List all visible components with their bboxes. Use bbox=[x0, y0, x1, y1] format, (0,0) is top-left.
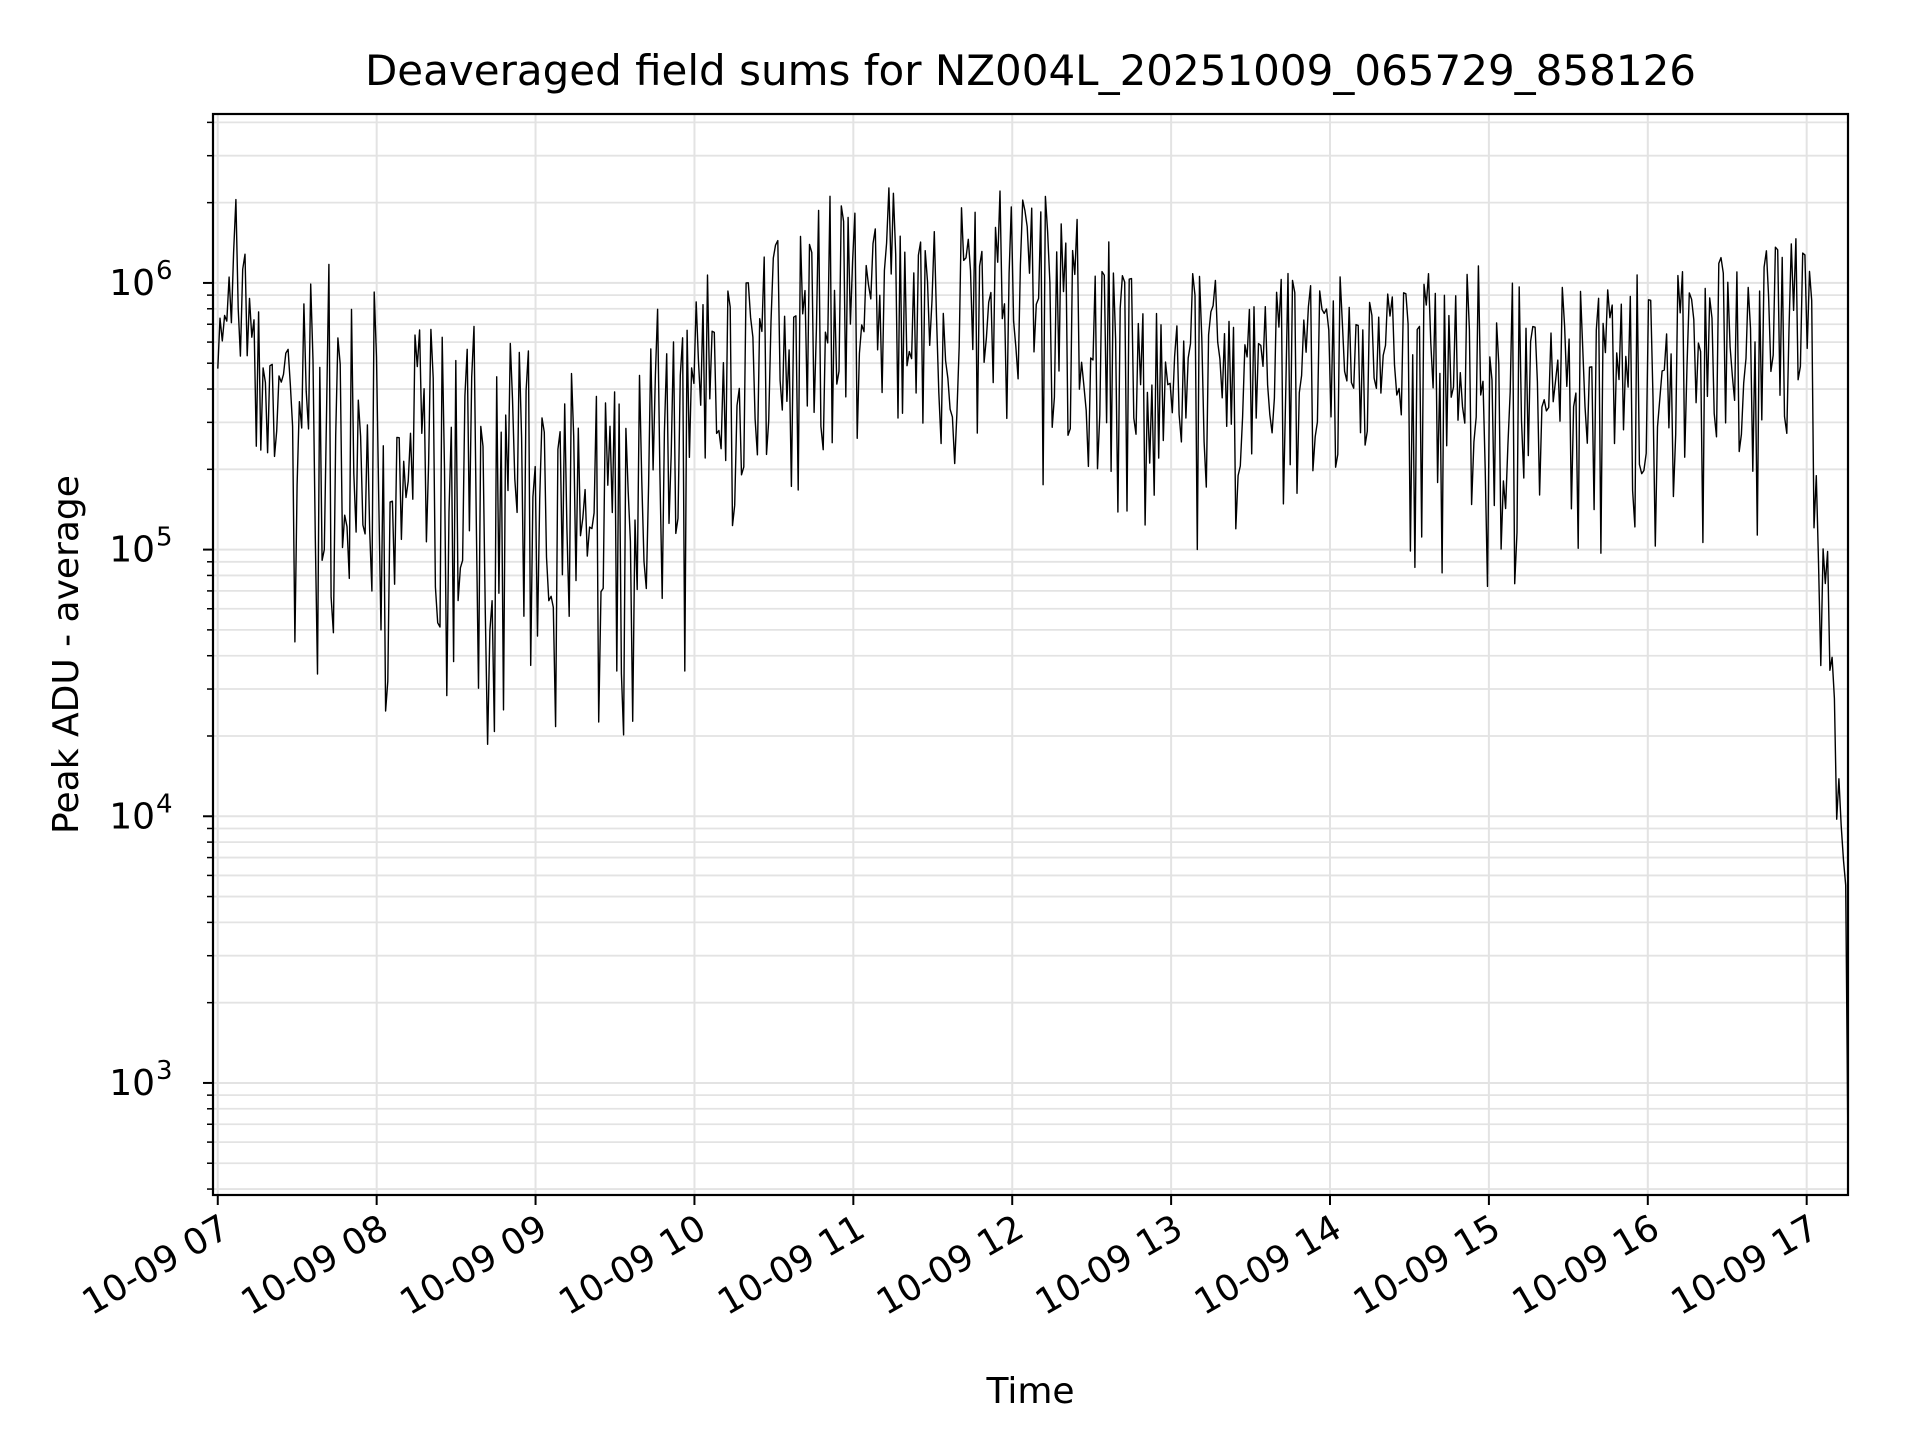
y-tick-label: 10 bbox=[109, 263, 155, 304]
chart-title: Deaveraged field sums for NZ004L_2025100… bbox=[365, 46, 1696, 95]
y-tick-base: 10 bbox=[109, 796, 155, 837]
y-tick-base: 10 bbox=[109, 530, 155, 571]
y-tick-label: 10 bbox=[109, 530, 155, 571]
series-line bbox=[217, 187, 1849, 1153]
y-axis-label: Peak ADU - average bbox=[46, 475, 87, 834]
y-tick-exponent: 3 bbox=[156, 1056, 173, 1086]
grid bbox=[213, 114, 1848, 1195]
y-tick-base: 10 bbox=[109, 1063, 155, 1104]
x-axis-label: Time bbox=[985, 1371, 1074, 1412]
y-tick-exponent: 4 bbox=[156, 789, 173, 819]
y-tick-exponent: 5 bbox=[156, 523, 173, 553]
y-tick-label: 10 bbox=[109, 1063, 155, 1104]
plot-frame bbox=[211, 112, 1850, 1197]
y-tick-label: 10 bbox=[109, 796, 155, 837]
y-tick-base: 10 bbox=[109, 263, 155, 304]
y-tick-exponent: 6 bbox=[156, 256, 173, 286]
